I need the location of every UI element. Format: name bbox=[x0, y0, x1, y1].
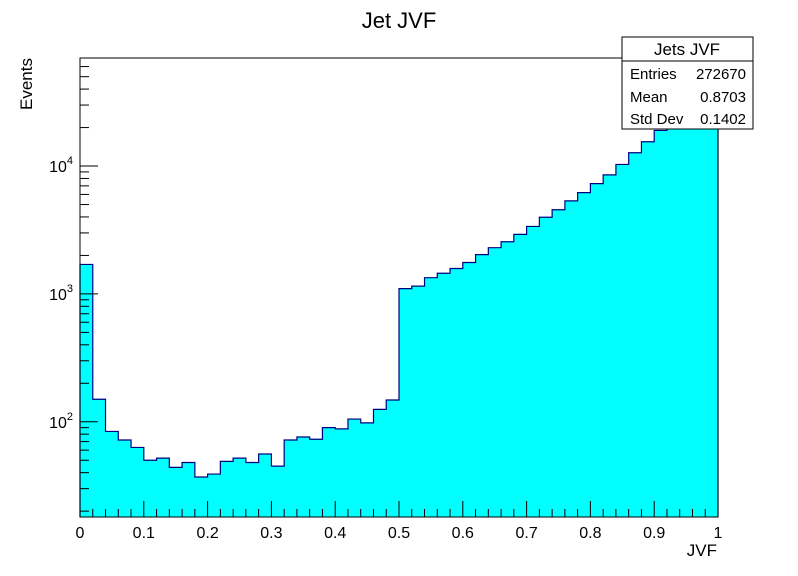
histogram-bar bbox=[194, 476, 208, 517]
x-axis-ticks: 0 0.1 0.2 0.3 0.4 0.5 0.6 0.7 0.8 0.9 1 bbox=[76, 501, 723, 542]
histogram-bar bbox=[552, 209, 566, 517]
histogram-bar bbox=[309, 439, 323, 517]
x-tick-label: 0.6 bbox=[452, 525, 474, 542]
x-tick-label: 0.5 bbox=[388, 525, 410, 542]
histogram-bar bbox=[666, 116, 681, 517]
histogram-bar bbox=[526, 226, 540, 517]
stats-mean-value: 0.8703 bbox=[700, 89, 746, 106]
histogram-bar bbox=[424, 277, 438, 517]
histogram-bar bbox=[131, 447, 145, 517]
x-tick-label: 0.9 bbox=[643, 525, 665, 542]
x-tick-label: 1 bbox=[714, 525, 723, 542]
histogram-bar bbox=[118, 440, 132, 517]
histogram-bar bbox=[501, 241, 515, 518]
histogram-bar bbox=[513, 234, 527, 517]
x-tick-label: 0.2 bbox=[196, 525, 218, 542]
x-tick-label: 0.7 bbox=[515, 525, 537, 542]
x-tick-label: 0.4 bbox=[324, 525, 346, 542]
histogram-bar bbox=[628, 152, 642, 517]
histogram-bar bbox=[80, 264, 94, 517]
stats-entries-value: 272670 bbox=[696, 66, 746, 83]
x-tick-label: 0.3 bbox=[260, 525, 282, 542]
histogram-bar bbox=[373, 409, 387, 517]
stats-box: Jets JVF Entries 272670 Mean 0.8703 Std … bbox=[621, 36, 754, 130]
histogram-bar bbox=[539, 217, 553, 517]
y-tick-label: 104 bbox=[49, 155, 73, 176]
stats-mean-label: Mean bbox=[630, 89, 668, 106]
histogram-bar bbox=[271, 466, 285, 517]
histogram-bar bbox=[577, 192, 591, 518]
histogram-bar bbox=[156, 458, 170, 517]
histogram-bar bbox=[437, 273, 451, 517]
histogram-bar bbox=[603, 174, 617, 517]
histogram-outline bbox=[79, 69, 719, 517]
histogram-bar bbox=[488, 247, 502, 517]
histogram-bar bbox=[692, 89, 706, 517]
histogram-bar bbox=[169, 467, 183, 517]
histogram-bar bbox=[143, 460, 157, 517]
histogram-bar bbox=[258, 453, 272, 517]
histogram-bar bbox=[245, 462, 260, 517]
x-axis-label: JVF bbox=[687, 541, 717, 560]
histogram-bar bbox=[360, 422, 374, 517]
x-tick-label: 0 bbox=[76, 525, 85, 542]
histogram-bar bbox=[450, 268, 464, 517]
histogram-bar bbox=[615, 164, 630, 517]
histogram-bar bbox=[564, 200, 579, 517]
histogram-bar bbox=[347, 419, 362, 517]
y-axis-ticks: 102 103 104 bbox=[49, 57, 98, 512]
histogram-bar bbox=[654, 130, 668, 517]
x-tick-label: 0.8 bbox=[579, 525, 601, 542]
histogram-bar bbox=[105, 431, 119, 517]
histogram-bar bbox=[399, 288, 413, 517]
histogram-bar bbox=[386, 400, 400, 517]
histogram-bar bbox=[590, 183, 604, 517]
histogram-bar bbox=[220, 461, 234, 517]
stats-stddev-value: 0.1402 bbox=[700, 111, 746, 128]
histogram-bar bbox=[92, 399, 106, 517]
histogram-bar bbox=[705, 70, 719, 517]
histogram-bar bbox=[296, 437, 311, 517]
chart-title: Jet JVF bbox=[362, 8, 437, 33]
histogram-bar bbox=[679, 103, 693, 517]
histogram-bar bbox=[475, 254, 489, 517]
histogram-bar bbox=[411, 286, 425, 517]
histogram-bar bbox=[207, 474, 221, 517]
histogram-bar bbox=[284, 440, 298, 517]
stats-entries-label: Entries bbox=[630, 66, 677, 83]
x-tick-label: 0.1 bbox=[133, 525, 155, 542]
histogram-bar bbox=[182, 462, 196, 517]
histogram-bar bbox=[641, 141, 655, 518]
histogram-bars bbox=[80, 70, 719, 518]
histogram-bar bbox=[233, 458, 247, 517]
histogram-bar bbox=[335, 428, 349, 517]
y-axis-label: Events bbox=[17, 58, 36, 110]
stats-stddev-label: Std Dev bbox=[630, 111, 684, 128]
y-tick-label: 102 bbox=[49, 411, 73, 432]
histogram-bar bbox=[462, 262, 476, 517]
stats-title: Jets JVF bbox=[654, 40, 720, 59]
y-tick-label: 103 bbox=[49, 283, 73, 304]
histogram-bar bbox=[322, 427, 336, 517]
